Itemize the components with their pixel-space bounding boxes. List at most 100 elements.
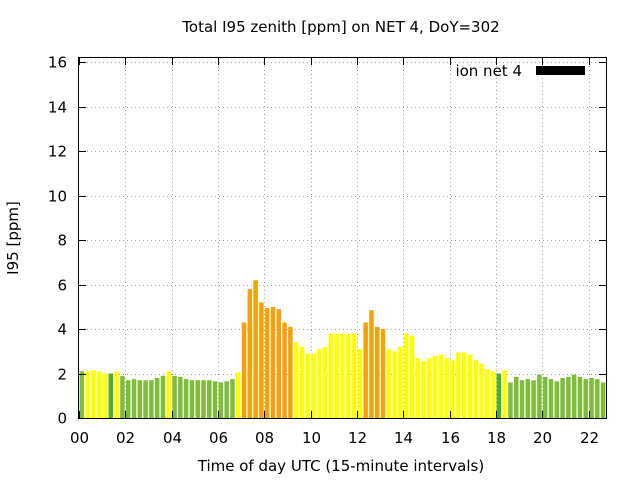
bar (525, 379, 531, 418)
y-tick-label: 16 (48, 54, 67, 72)
bar (508, 382, 513, 418)
bar (154, 378, 160, 418)
x-tick-label: 00 (70, 429, 89, 447)
grid (79, 58, 606, 418)
bar (85, 371, 90, 418)
y-tick-label: 0 (57, 410, 67, 428)
bar (120, 375, 125, 418)
bar (427, 358, 432, 418)
bar (137, 380, 143, 418)
bar (496, 373, 502, 418)
bar (490, 371, 496, 418)
bar (513, 376, 519, 418)
y-tick-label: 2 (57, 366, 67, 384)
bar (102, 373, 108, 418)
bar (519, 380, 525, 418)
bar (276, 309, 282, 418)
legend: ion net 4 (455, 62, 585, 80)
y-tick-label: 12 (48, 143, 67, 161)
bar (172, 375, 177, 418)
bar (322, 346, 328, 418)
bar (201, 380, 206, 418)
bar (398, 346, 403, 418)
chart-title: Total I95 zenith [ppm] on NET 4, DoY=302 (181, 18, 499, 36)
bar (386, 349, 392, 418)
bar (91, 370, 96, 418)
plot-frame (78, 57, 607, 419)
bar (415, 358, 421, 418)
bar (143, 380, 148, 418)
bar (438, 354, 444, 418)
bar (577, 376, 583, 418)
bar (473, 360, 478, 418)
bar (334, 333, 339, 418)
bar (108, 373, 114, 418)
bar (589, 378, 594, 418)
y-tick-label: 8 (57, 232, 67, 250)
bar (351, 333, 357, 418)
x-tick-label: 06 (209, 429, 228, 447)
bar (432, 355, 438, 418)
bar (542, 376, 548, 418)
bar (444, 358, 449, 418)
y-tick-label: 14 (48, 99, 67, 117)
bar (270, 306, 276, 418)
bar (288, 326, 293, 418)
bar (166, 371, 172, 418)
bar (114, 371, 119, 418)
bar (149, 380, 154, 418)
x-tick-label: 22 (580, 429, 599, 447)
x-axis-label: Time of day UTC (15-minute intervals) (197, 457, 484, 475)
bar (328, 333, 334, 418)
bar (554, 381, 560, 418)
bar (195, 380, 200, 418)
x-tick-label: 12 (348, 429, 367, 447)
bar (363, 322, 368, 418)
bars (79, 280, 606, 418)
x-tick-label: 16 (441, 429, 460, 447)
x-tick-label: 04 (163, 429, 182, 447)
bar (264, 308, 270, 418)
bar (583, 379, 588, 418)
bar (224, 381, 229, 418)
bar (236, 372, 241, 418)
bar (479, 363, 484, 418)
bar (311, 353, 316, 418)
bar (600, 382, 606, 418)
x-tick-label: 14 (394, 429, 413, 447)
bar (403, 333, 409, 418)
bar (537, 374, 542, 418)
bar (392, 351, 397, 418)
bar (340, 333, 345, 418)
bar (207, 380, 212, 418)
bar (97, 371, 102, 418)
bar (189, 380, 195, 418)
bar (421, 361, 426, 418)
bar (212, 381, 218, 418)
y-tick-label: 6 (57, 277, 67, 295)
bar (125, 380, 131, 418)
bar (247, 289, 253, 418)
bar (571, 374, 577, 418)
bar (560, 378, 565, 418)
bar (346, 333, 351, 418)
y-tick-label: 10 (48, 188, 67, 206)
bar (531, 380, 536, 418)
bar (305, 353, 311, 418)
bar (595, 379, 600, 418)
bar (317, 349, 322, 418)
bar (241, 322, 247, 418)
bar (548, 379, 554, 418)
bar (178, 376, 183, 418)
bar (253, 280, 258, 418)
x-tick-label: 18 (487, 429, 506, 447)
bar (461, 352, 467, 418)
bar (299, 346, 305, 418)
bar (230, 379, 235, 418)
legend-swatch (536, 66, 585, 75)
y-axis-label: I95 [ppm] (4, 201, 22, 275)
x-tick-label: 08 (255, 429, 274, 447)
bar (183, 379, 189, 418)
bar (456, 352, 461, 418)
